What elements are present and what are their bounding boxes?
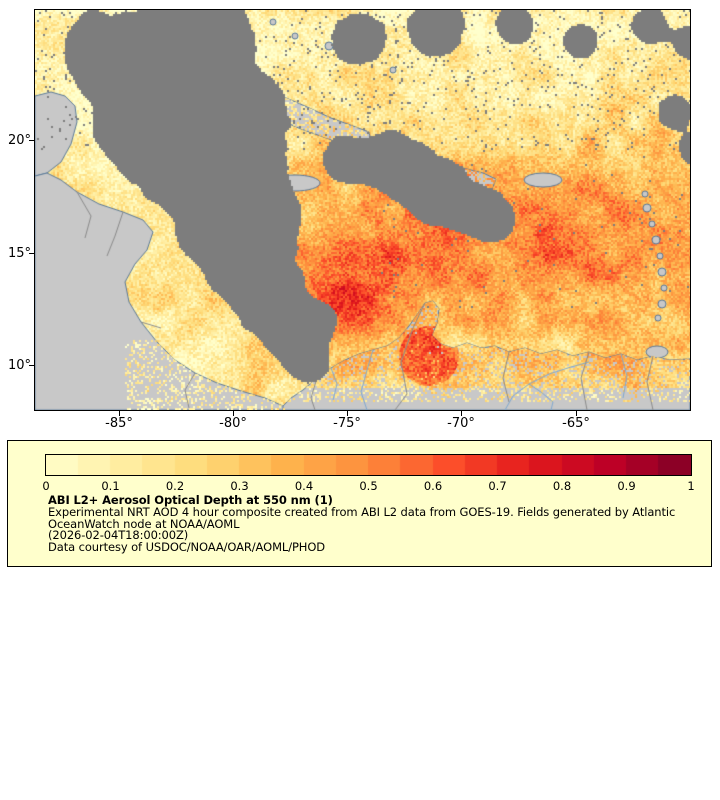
legend-courtesy: Data courtesy of USDOC/NOAA/OAR/AOML/PHO… [48,540,326,555]
legend-description-line1: Experimental NRT AOD 4 hour composite cr… [48,504,676,519]
x-axis-label-80w: -80° [219,416,247,431]
aod-map-canvas [35,10,690,410]
x-axis-label-85w: -85° [105,416,133,431]
x-axis-label-65w: -65° [562,416,590,431]
colorbar-tick-label: 1 [687,479,695,493]
colorbar-tick-labels: 0 0.1 0.2 0.3 0.4 0.5 0.6 0.7 0.8 0.9 1 [42,479,695,493]
colorbar-tick-label: 0.9 [617,479,636,493]
map-area [34,9,691,411]
x-axis-label-75w: -75° [333,416,361,431]
colorbar-tick-label: 0.4 [294,479,314,493]
y-axis-tickmark [29,365,34,366]
colorbar-tick-label: 0.2 [165,479,185,493]
legend-panel: 0 0.1 0.2 0.3 0.4 0.5 0.6 0.7 0.8 0.9 1 … [7,440,712,567]
legend-timestamp: (2026-02-04T18:00:00Z) [48,528,189,543]
colorbar-tick-label: 0.7 [488,479,507,493]
y-axis-label-20: 20° [7,133,31,148]
y-axis-label-10: 10° [7,358,31,373]
colorbar-tick-label: 0 [42,479,50,493]
x-axis-tickmark [576,411,577,416]
x-axis-tickmark [461,411,462,416]
legend-description-line2: OceanWatch node at NOAA/AOML [48,516,240,531]
y-axis-tickmark [29,140,34,141]
x-axis-label-70w: -70° [447,416,475,431]
legend-title: ABI L2+ Aerosol Optical Depth at 550 nm … [48,493,333,507]
legend-text-block: ABI L2+ Aerosol Optical Depth at 550 nm … [48,493,676,555]
colorbar-tick-label: 0.6 [423,479,443,493]
colorbar-tick-label: 0.8 [552,479,572,493]
x-axis-tickmark [233,411,234,416]
colorbar-tick-label: 0.3 [230,479,249,493]
y-axis-tickmark [29,253,34,254]
y-axis-label-15: 15° [7,246,31,261]
x-axis-tickmark [347,411,348,416]
colorbar-tick-label: 0.1 [101,479,120,493]
x-axis-tickmark [119,411,120,416]
colorbar-canvas [46,455,691,475]
colorbar-tick-label: 0.5 [359,479,378,493]
colorbar [45,454,692,476]
